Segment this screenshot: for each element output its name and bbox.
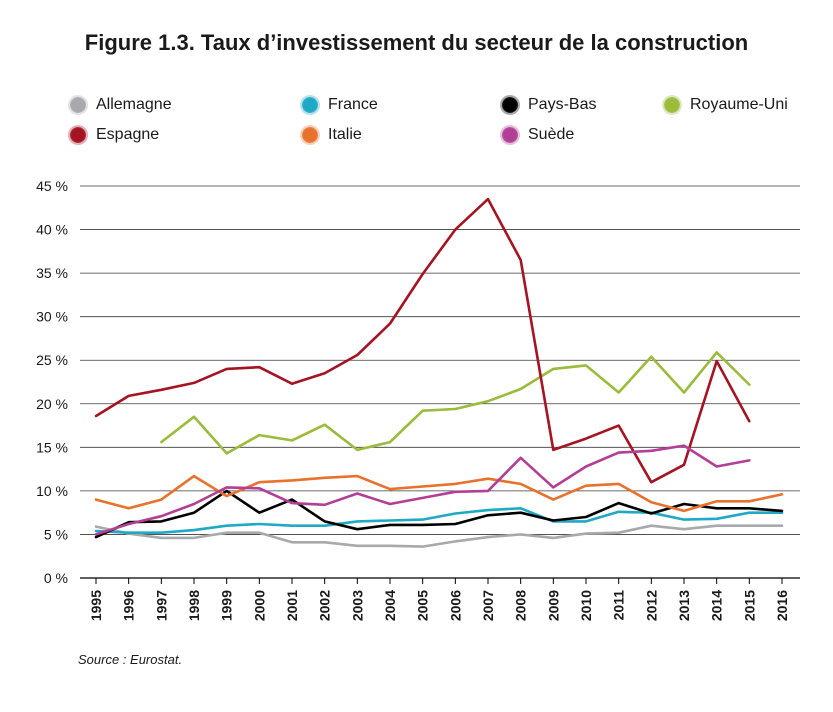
legend-dot-icon [502,127,518,143]
x-tick-label: 2013 [676,590,692,621]
x-tick-label: 1995 [88,590,104,621]
y-tick-label: 25 % [36,352,68,368]
legend-dot-icon [502,97,518,113]
series-line-espagne [94,197,751,484]
legend-label: France [328,96,378,113]
gridlines [80,185,800,535]
series-line-allemagne [94,524,784,548]
legend-dot-icon [302,127,318,143]
x-tick-label: 2014 [709,590,725,621]
x-tick-label: 2008 [513,590,529,621]
y-tick-label: 45 % [36,178,68,194]
y-tick-label: 30 % [36,309,68,325]
legend-item: France [302,96,378,114]
y-tick-label: 40 % [36,222,68,238]
x-tick-label: 2007 [480,590,496,621]
source-note: Source : Eurostat. [78,652,183,667]
legend-label: Espagne [96,126,160,143]
series-line-france [94,507,784,534]
series-line-royaume-uni [160,351,751,455]
x-tick-label: 2009 [545,590,561,621]
legend-item: Allemagne [70,96,172,114]
legend-label: Royaume-Uni [690,96,788,113]
x-tick-label: 2001 [284,590,300,621]
legend-item: Suède [502,126,574,144]
legend: Allemagne France Pays-Bas Royaume-Uni Espagn… [70,96,830,152]
legend-item: Royaume-Uni [664,96,788,114]
legend-item: Italie [302,126,362,144]
x-tick-label: 2012 [643,590,659,621]
legend-item: Pays-Bas [502,96,596,114]
series-lines [94,197,784,548]
x-tick-label: 1999 [219,590,235,621]
x-tick-label: 2011 [611,590,627,621]
series-line-italie [94,474,784,513]
x-tick-label: 2016 [774,590,790,621]
legend-dot-icon [664,97,680,113]
legend-label: Pays-Bas [528,96,597,113]
legend-dot-icon [302,97,318,113]
y-tick-label: 10 % [36,483,68,499]
x-tick-label: 2003 [349,590,365,621]
x-tick-label: 2000 [251,590,267,621]
y-tick-label: 35 % [36,265,68,281]
series-line-pays-bas [94,489,784,539]
legend-item: Espagne [70,126,159,144]
x-tick-labels: 1995 1996 1997 1998 1999 2000 2001 2002 2003 2004… [88,590,790,621]
y-tick-label: 5 % [44,526,68,542]
legend-label: Allemagne [96,96,172,113]
legend-dot-icon [70,97,86,113]
x-axis [80,577,800,584]
x-tick-label: 2004 [382,590,398,621]
x-tick-label: 2015 [741,590,757,621]
legend-dot-icon [70,127,86,143]
x-tick-label: 1998 [186,590,202,621]
y-tick-labels: 0 % 5 % 10 % 15 % 20 % 25 % 30 % 35 % 40 % 45 % [36,178,68,586]
y-tick-label: 15 % [36,439,68,455]
chart-title: Figure 1.3. Taux d’investissement du sec… [84,30,749,55]
x-tick-label: 1996 [121,590,137,621]
legend-label: Suède [528,126,575,143]
x-tick-label: 2010 [578,590,594,621]
y-tick-label: 20 % [36,396,68,412]
x-tick-label: 2005 [415,590,431,621]
legend-label: Italie [328,126,362,143]
series-line-su-de [94,444,751,536]
y-tick-label: 0 % [44,570,68,586]
x-tick-label: 1997 [153,590,169,621]
x-tick-label: 2002 [317,590,333,621]
x-tick-label: 2006 [447,590,463,621]
